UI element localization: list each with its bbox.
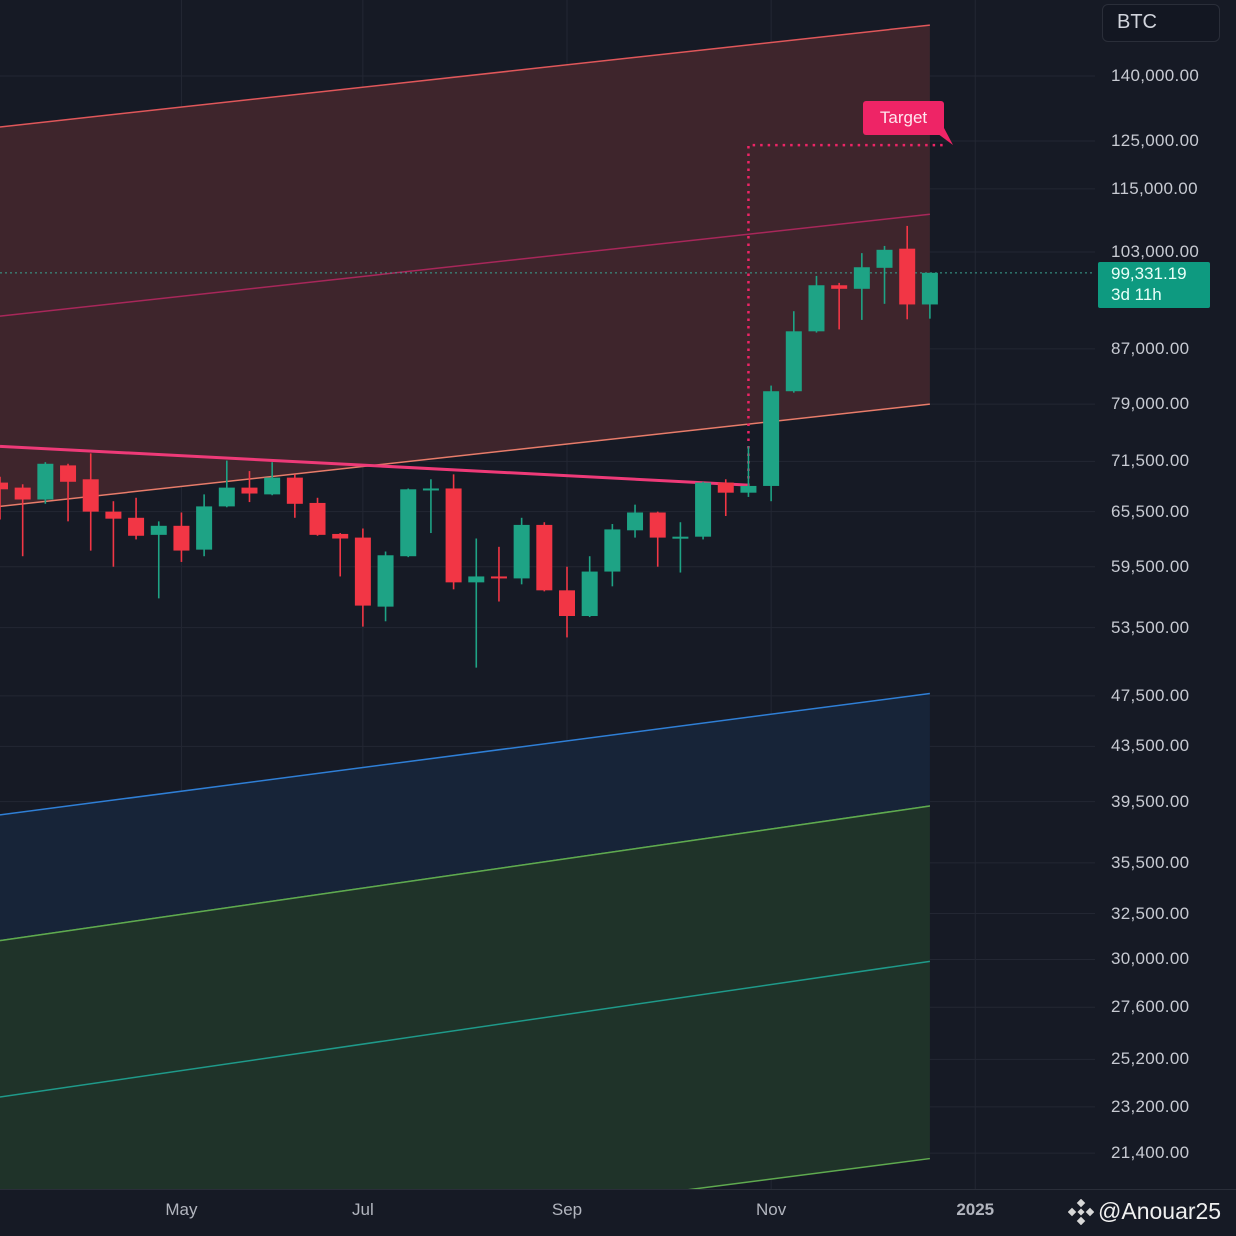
candle-body	[831, 285, 848, 289]
trend-line	[0, 444, 749, 487]
candle-body	[853, 267, 870, 289]
candle-body	[649, 512, 666, 538]
channel-upper-line	[0, 24, 930, 128]
price-tick-label: 103,000.00	[1111, 242, 1200, 261]
channel-band	[0, 693, 930, 941]
price-tick-label: 39,500.00	[1111, 791, 1190, 811]
candle-body	[763, 391, 780, 486]
price-tick-label: 65,500.00	[1111, 501, 1190, 521]
watermark-handle: @Anouar25	[1098, 1198, 1222, 1224]
candle-body	[627, 512, 644, 531]
candle-body	[559, 590, 575, 617]
price-tick-label: 23,200.00	[1111, 1096, 1190, 1116]
candle-body	[286, 477, 303, 504]
candle-body	[309, 502, 326, 535]
candle-body	[717, 482, 734, 493]
candle-body	[785, 331, 802, 392]
price-tick-label: 30,000.00	[1111, 949, 1190, 969]
candle-body	[513, 524, 530, 579]
candle-body	[241, 487, 258, 494]
time-tick-label: Nov	[755, 1200, 787, 1219]
price-tick-label: 53,500.00	[1111, 617, 1190, 637]
time-tick-label: Jul	[352, 1200, 374, 1219]
candle-body	[264, 477, 281, 495]
candle-body	[150, 525, 167, 535]
price-tick-label: 25,200.00	[1111, 1049, 1190, 1069]
candle-body	[14, 487, 31, 500]
candle-body	[377, 555, 394, 607]
channel-lower-line	[687, 1157, 930, 1189]
price-tick-label: 59,500.00	[1111, 556, 1190, 576]
last-price-value: 99,331.19	[1111, 264, 1187, 283]
candle-body	[0, 482, 8, 490]
candle-body	[422, 488, 439, 491]
candle-body	[604, 529, 621, 572]
price-tick-label: 21,400.00	[1111, 1143, 1190, 1163]
watermark: @Anouar25	[1068, 1198, 1221, 1225]
last-price-tag: 99,331.19 3d 11h	[1098, 262, 1210, 308]
candle-body	[218, 487, 235, 507]
candle-body	[445, 488, 462, 583]
candle-body	[672, 536, 689, 539]
candle-body	[740, 485, 757, 493]
candle-body	[808, 285, 825, 332]
channel-band	[0, 806, 930, 1189]
time-tick-label: 2025	[956, 1200, 995, 1219]
candle-body	[105, 511, 122, 519]
trend-line	[0, 213, 930, 317]
candle-body	[354, 537, 371, 606]
candle-body	[400, 489, 417, 557]
price-tick-label: 71,500.00	[1111, 451, 1190, 471]
candle-body	[536, 524, 553, 591]
candle-body	[468, 576, 485, 583]
price-tick-label: 35,500.00	[1111, 852, 1190, 872]
candle-body	[196, 506, 213, 550]
time-axis-border	[0, 1189, 1236, 1190]
channel-upper-line	[0, 805, 930, 942]
symbol-label[interactable]: BTC	[1102, 4, 1220, 42]
channel-upper-line	[0, 692, 930, 816]
candle-body	[128, 517, 145, 536]
price-tick-label: 115,000.00	[1111, 178, 1198, 198]
price-tick-label: 47,500.00	[1111, 685, 1190, 705]
target-path	[747, 143, 947, 486]
time-tick-label: Sep	[551, 1200, 583, 1219]
price-tick-label: 27,600.00	[1111, 997, 1190, 1017]
candle-body	[899, 248, 916, 305]
candle-body	[332, 533, 349, 539]
bar-countdown: 3d 11h	[1111, 285, 1162, 304]
price-tick-label: 140,000.00	[1111, 66, 1200, 85]
price-tick-label: 79,000.00	[1111, 394, 1190, 414]
candle-body	[876, 249, 893, 268]
price-tick-label: 43,500.00	[1111, 736, 1190, 756]
candle-body	[490, 576, 507, 579]
candle-body	[37, 463, 54, 500]
candle-body	[173, 525, 190, 551]
candle-body	[921, 272, 938, 305]
candle-body	[82, 479, 99, 512]
trend-line	[0, 960, 930, 1098]
time-tick-label: May	[165, 1200, 198, 1219]
target-label: Target	[863, 101, 944, 135]
price-tick-label: 32,500.00	[1111, 903, 1190, 923]
candle-body	[581, 571, 598, 617]
binance-logo-icon	[1068, 1198, 1094, 1225]
candle-body	[60, 465, 77, 482]
candle-body	[695, 482, 712, 537]
price-tick-label: 125,000.00	[1111, 130, 1200, 150]
price-tick-label: 87,000.00	[1111, 338, 1190, 358]
